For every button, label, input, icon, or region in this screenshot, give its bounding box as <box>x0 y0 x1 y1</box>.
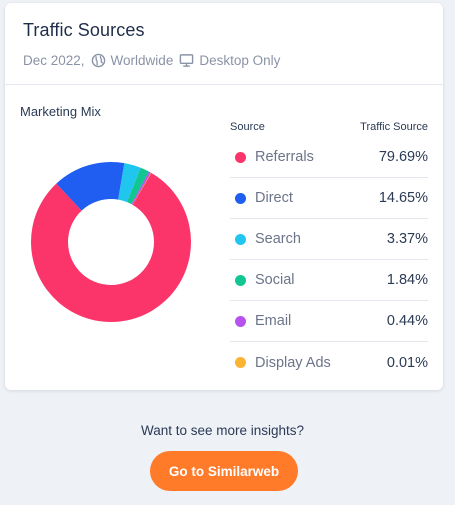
legend-row-search: Search 3.37% <box>230 219 428 260</box>
legend-row-referrals: Referrals 79.69% <box>230 137 428 178</box>
legend-dot <box>235 192 246 204</box>
traffic-legend: Source Traffic Source Referrals 79.69% Dir… <box>230 121 428 383</box>
donut-slice-direct <box>56 162 125 211</box>
donut-slice-social <box>126 167 150 205</box>
legend-col-source: Source <box>230 121 265 133</box>
legend-source-value: 0.01% <box>386 354 428 371</box>
legend-dot <box>235 233 246 245</box>
legend-row-email: Email 0.44% <box>230 301 428 342</box>
card-header: Traffic Sources Dec 2022, Worldwide Desk… <box>5 3 443 85</box>
legend-source-name: Display Ads <box>255 354 331 371</box>
legend-source-value: 14.65% <box>378 190 428 206</box>
legend-row-left: Display Ads <box>230 355 331 371</box>
legend-source-value: 0.44% <box>386 313 428 329</box>
traffic-sources-card: Traffic Sources Dec 2022, Worldwide Desk… <box>5 3 443 390</box>
desktop-icon <box>179 53 194 68</box>
legend-dot <box>235 357 246 368</box>
legend-source-name: Referrals <box>255 149 314 165</box>
legend-row-left: Referrals <box>230 149 314 165</box>
legend-col-value: Traffic Source <box>360 121 428 133</box>
legend-source-name: Direct <box>255 190 293 206</box>
donut-slice-search <box>118 163 141 203</box>
legend-source-value: 3.37% <box>386 231 428 247</box>
legend-row-left: Direct <box>230 190 293 206</box>
legend-dot <box>235 151 246 163</box>
legend-row-social: Social 1.84% <box>230 260 428 301</box>
donut-slice-referrals <box>30 172 192 322</box>
legend-row-direct: Direct 14.65% <box>230 178 428 219</box>
legend-source-name: Email <box>255 313 292 329</box>
go-to-similarweb-button[interactable]: Go to Similarweb <box>150 451 298 491</box>
date-label: Dec 2022, <box>23 53 85 68</box>
legend-row-left: Email <box>230 313 291 329</box>
cta-text: Want to see more insights? <box>140 423 305 438</box>
legend-row-left: Search <box>230 231 301 247</box>
marketing-mix-label: Marketing Mix <box>20 104 101 119</box>
card-title: Traffic Sources <box>23 20 145 40</box>
donut-slice-email <box>131 171 151 205</box>
region-label: Worldwide <box>110 53 174 68</box>
legend-source-name: Search <box>255 231 301 247</box>
legend-source-value: 1.84% <box>386 272 428 288</box>
traffic-donut-chart <box>30 162 192 322</box>
card-subtitle: Dec 2022, Worldwide Desktop Only <box>23 53 443 68</box>
legend-row-left: Social <box>230 272 295 288</box>
legend-dot <box>235 315 246 327</box>
donut-slice-display-ads <box>132 172 152 205</box>
globe-icon <box>91 53 106 68</box>
legend-header: Source Traffic Source <box>230 121 428 137</box>
device-label: Desktop Only <box>199 53 281 68</box>
legend-source-value: 79.69% <box>378 149 428 165</box>
legend-rows: Referrals 79.69% Direct 14.65% Search 3.37% So… <box>230 137 428 383</box>
legend-row-display-ads: Display Ads 0.01% <box>230 342 428 383</box>
legend-dot <box>235 274 246 286</box>
legend-source-name: Social <box>255 272 295 288</box>
